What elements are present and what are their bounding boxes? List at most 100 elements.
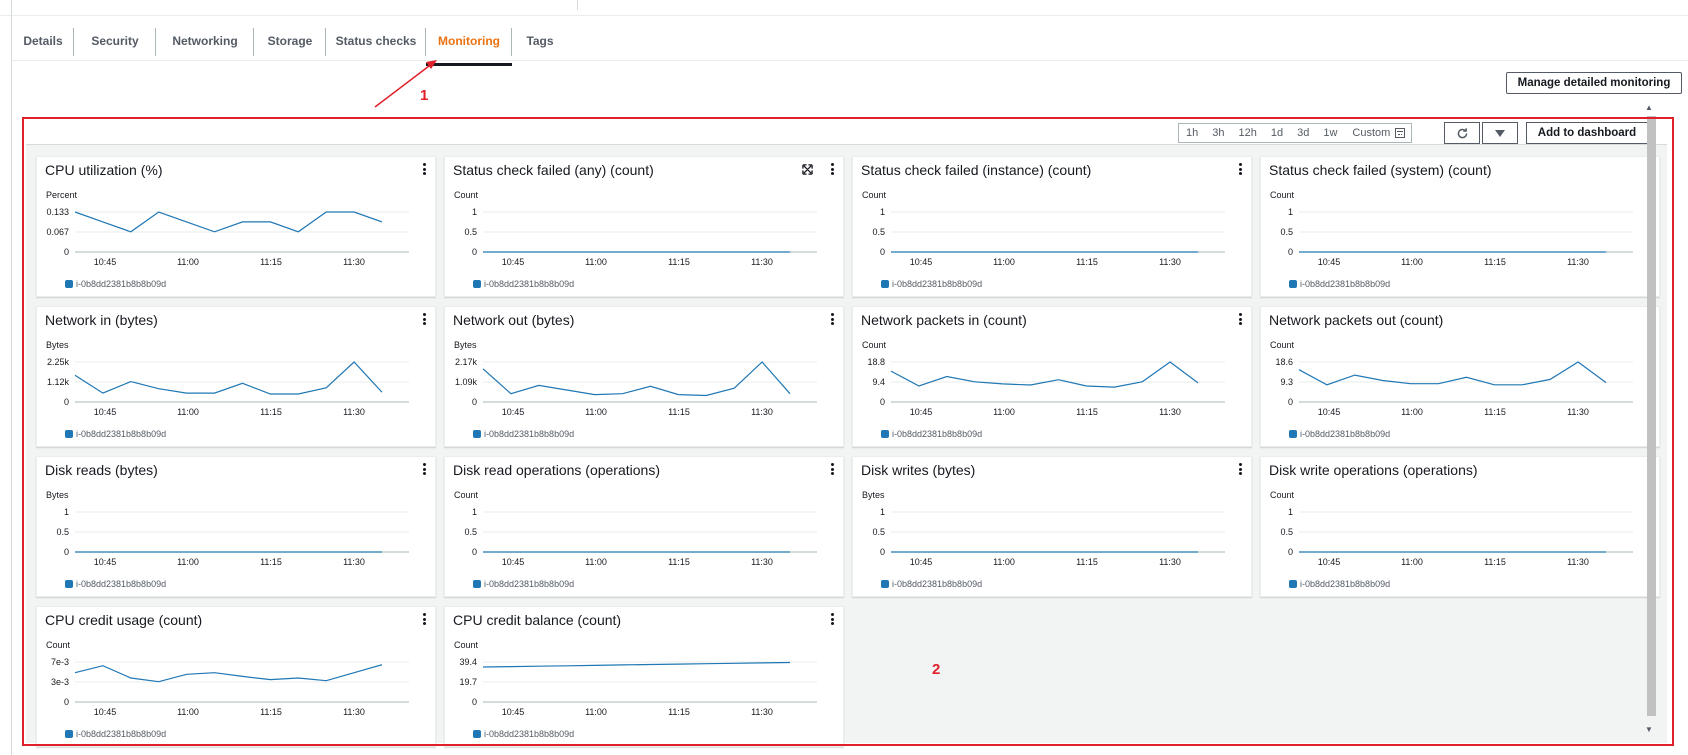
metric-widget[interactable]: Network packets in (count) Count i-0b8dd23… [852, 306, 1252, 447]
y-tick-label: 0.5 [56, 527, 69, 537]
metric-widget[interactable]: Network in (bytes) Bytes i-0b8dd2381b8b8b0… [36, 306, 436, 447]
legend-item[interactable]: i-0b8dd2381b8b8b09d [65, 729, 166, 739]
widget-title: Network in (bytes) [45, 312, 158, 328]
vertical-scrollbar[interactable]: ▲ ▼ [1643, 102, 1656, 742]
metric-widget[interactable]: Network out (bytes) Bytes i-0b8dd2381b8b8b… [444, 306, 844, 447]
tab-status-checks[interactable]: Status checks [326, 28, 426, 56]
x-tick-label: 10:45 [94, 407, 117, 417]
legend-item[interactable]: i-0b8dd2381b8b8b09d [65, 279, 166, 289]
y-tick-label: 2.25k [47, 357, 70, 367]
legend-item[interactable]: i-0b8dd2381b8b8b09d [1289, 429, 1390, 439]
tab-label: Networking [172, 34, 238, 48]
metric-widget[interactable]: Disk write operations (operations) Count i… [1260, 456, 1660, 597]
legend-item[interactable]: i-0b8dd2381b8b8b09d [881, 579, 982, 589]
x-tick-label: 10:45 [502, 257, 525, 267]
range-1d[interactable]: 1d [1270, 127, 1284, 139]
legend-item[interactable]: i-0b8dd2381b8b8b09d [473, 429, 574, 439]
widget-actions-icon[interactable] [1239, 463, 1243, 475]
widget-actions-icon[interactable] [831, 613, 835, 625]
tab-security[interactable]: Security [74, 28, 156, 56]
x-tick-label: 11:15 [668, 407, 690, 417]
refresh-options-dropdown[interactable] [1482, 122, 1518, 144]
widget-title: CPU utilization (%) [45, 162, 163, 178]
legend-label: i-0b8dd2381b8b8b09d [892, 429, 983, 439]
widget-actions-icon[interactable] [423, 163, 427, 175]
tab-storage[interactable]: Storage [254, 28, 326, 56]
legend-item[interactable]: i-0b8dd2381b8b8b09d [65, 579, 166, 589]
widget-actions-icon[interactable] [423, 313, 427, 325]
y-tick-label: 0 [472, 547, 477, 557]
metric-widget[interactable]: Status check failed (instance) (count) Co… [852, 156, 1252, 297]
y-tick-label: 0 [1288, 547, 1293, 557]
legend-swatch [881, 280, 889, 288]
widget-actions-icon[interactable] [1239, 163, 1243, 175]
scroll-up-icon[interactable]: ▲ [1645, 103, 1653, 112]
x-tick-label: 11:00 [585, 557, 607, 567]
tab-label: Storage [267, 34, 313, 48]
widget-actions-icon[interactable] [423, 613, 427, 625]
legend-item[interactable]: i-0b8dd2381b8b8b09d [1289, 279, 1390, 289]
scroll-down-icon[interactable]: ▼ [1645, 725, 1653, 734]
y-axis-unit: Count [1270, 190, 1295, 200]
widget-actions-icon[interactable] [1239, 313, 1243, 325]
metric-widget[interactable]: CPU credit usage (count) Count i-0b8dd2381… [36, 606, 436, 747]
metric-widget[interactable]: Disk read operations (operations) Count i-… [444, 456, 844, 597]
legend-item[interactable]: i-0b8dd2381b8b8b09d [473, 579, 574, 589]
range-3h[interactable]: 3h [1212, 127, 1225, 139]
legend-item[interactable]: i-0b8dd2381b8b8b09d [1289, 579, 1390, 589]
range-custom[interactable]: Custom [1344, 124, 1411, 142]
chart-plot: 1 0.5 0 10:45 11:00 11:15 11:30 [872, 207, 1225, 267]
legend-item[interactable]: i-0b8dd2381b8b8b09d [881, 279, 982, 289]
x-tick-label: 10:45 [910, 257, 933, 267]
x-tick-label: 11:30 [751, 707, 773, 717]
widget-actions-icon[interactable] [423, 463, 427, 475]
x-tick-label: 11:00 [993, 407, 1015, 417]
annotation-label-1: 1 [420, 87, 429, 104]
widget-actions-icon[interactable] [831, 163, 835, 175]
widget-actions-icon[interactable] [831, 313, 835, 325]
metric-widget[interactable]: Status check failed (any) (count) Count i-… [444, 156, 844, 297]
metric-widget[interactable]: CPU utilization (%) Percent i-0b8dd2381b8b… [36, 156, 436, 297]
legend-item[interactable]: i-0b8dd2381b8b8b09d [473, 729, 574, 739]
calendar-icon [1395, 128, 1406, 138]
legend-label: i-0b8dd2381b8b8b09d [892, 279, 983, 289]
metric-widget[interactable]: CPU credit balance (count) Count i-0b8dd23… [444, 606, 844, 747]
legend-item[interactable]: i-0b8dd2381b8b8b09d [473, 279, 574, 289]
y-tick-label: 1.09k [455, 377, 478, 387]
x-tick-label: 11:15 [1076, 407, 1098, 417]
widget-title: Network out (bytes) [453, 312, 575, 328]
x-tick-label: 11:15 [668, 557, 690, 567]
range-3d[interactable]: 3d [1297, 127, 1310, 139]
y-axis-unit: Count [862, 340, 887, 350]
refresh-button[interactable] [1444, 122, 1480, 144]
tab-networking[interactable]: Networking [156, 28, 254, 56]
metric-widget[interactable]: Disk reads (bytes) Bytes i-0b8dd2381b8b8b0… [36, 456, 436, 597]
range-1w[interactable]: 1w [1323, 127, 1338, 139]
scrollbar-thumb[interactable] [1647, 116, 1656, 716]
tab-monitoring[interactable]: Monitoring [426, 28, 512, 66]
metric-widget[interactable]: Disk writes (bytes) Bytes i-0b8dd2381b8b8b… [852, 456, 1252, 597]
metric-widget[interactable]: Network packets out (count) Count i-0b8dd2… [1260, 306, 1660, 447]
tab-label: Status checks [335, 34, 417, 48]
y-tick-label: 0 [64, 397, 69, 407]
metric-widget[interactable]: Status check failed (system) (count) Coun… [1260, 156, 1660, 297]
tab-tags[interactable]: Tags [512, 28, 568, 54]
x-tick-label: 11:15 [668, 257, 690, 267]
x-tick-label: 10:45 [502, 407, 525, 417]
x-tick-label: 10:45 [94, 557, 117, 567]
y-tick-label: 0.5 [464, 527, 477, 537]
range-1h[interactable]: 1h [1186, 127, 1199, 139]
add-to-dashboard-button[interactable]: Add to dashboard [1526, 122, 1648, 144]
y-tick-label: 0 [880, 247, 885, 257]
expand-icon[interactable] [802, 164, 813, 175]
widget-actions-icon[interactable] [831, 463, 835, 475]
manage-detailed-monitoring-button[interactable]: Manage detailed monitoring [1506, 72, 1682, 94]
y-tick-label: 0 [880, 547, 885, 557]
x-tick-label: 11:00 [177, 407, 199, 417]
legend-item[interactable]: i-0b8dd2381b8b8b09d [65, 429, 166, 439]
tab-details[interactable]: Details [12, 28, 74, 56]
x-tick-label: 10:45 [910, 557, 933, 567]
legend-item[interactable]: i-0b8dd2381b8b8b09d [881, 429, 982, 439]
range-12h[interactable]: 12h [1238, 127, 1257, 139]
chart-plot: 7e-3 3e-3 0 10:45 11:00 11:15 11:30 [51, 657, 409, 717]
